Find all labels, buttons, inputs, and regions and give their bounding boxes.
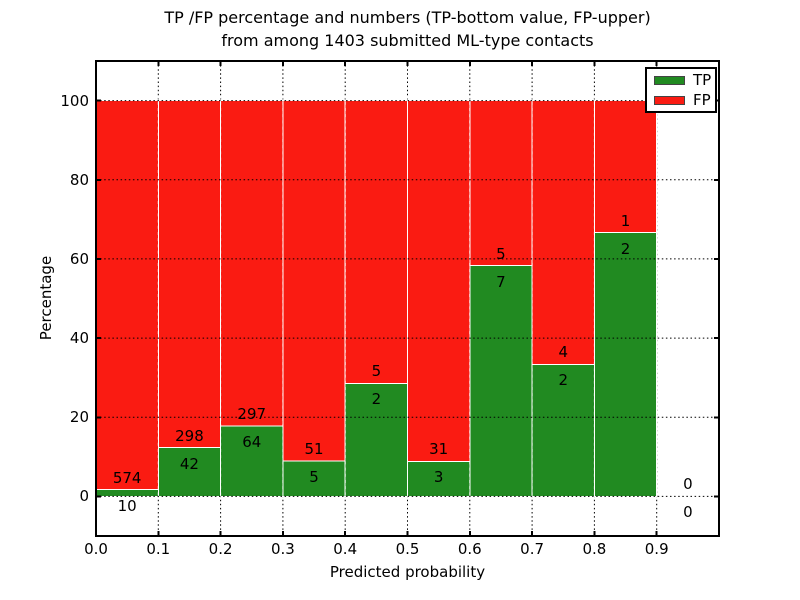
bar-segment-tp [593, 232, 658, 497]
legend-item-fp: FP [647, 92, 715, 109]
bar-segment-tp [95, 489, 159, 497]
bar-segment-tp [531, 363, 595, 497]
bar-segment-fp [220, 100, 284, 427]
tp-color-swatch-icon [654, 75, 685, 85]
bar-segment-fp [344, 100, 409, 384]
bar-segment-tp [344, 382, 409, 497]
bar-segment-fp [593, 100, 658, 234]
bar-segment-fp [282, 100, 346, 462]
legend-label-tp: TP [693, 70, 712, 89]
bar-segment-fp [531, 100, 595, 365]
bar-segment-tp [469, 265, 533, 497]
bar-segment-fp [157, 100, 222, 449]
legend: TP FP [645, 67, 717, 113]
bar-segment-fp [95, 100, 159, 491]
bar-segment-tp [407, 460, 471, 497]
bar-segment-fp [407, 100, 471, 462]
bar-segment-tp [220, 425, 284, 497]
bar-segment-tp [282, 460, 346, 497]
bar-segment-fp [469, 100, 533, 267]
legend-label-fp: FP [693, 90, 711, 109]
legend-item-tp: TP [647, 72, 715, 89]
fp-color-swatch-icon [654, 95, 685, 105]
bar-segment-tp [157, 447, 222, 497]
